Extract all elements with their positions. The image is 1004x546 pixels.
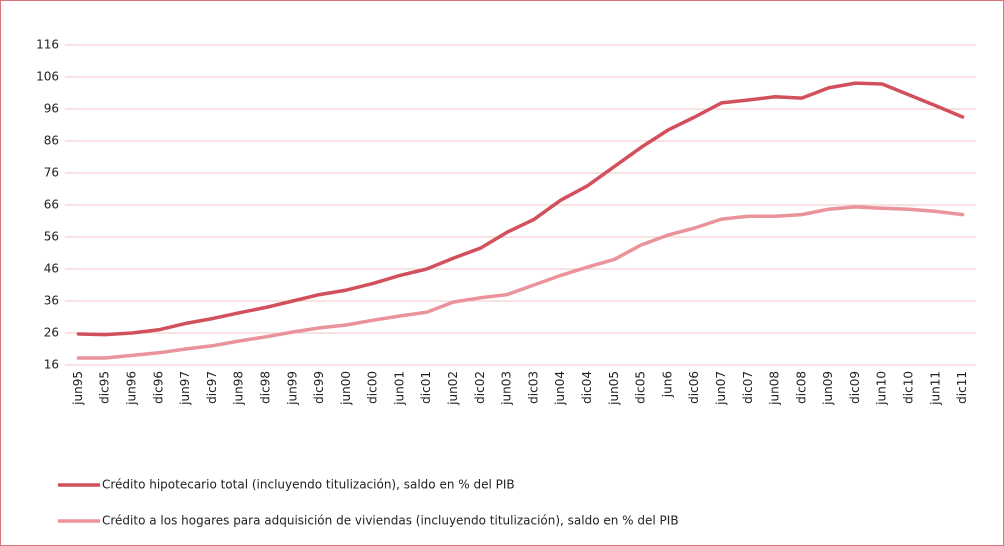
x-tick-label: jun01	[392, 371, 406, 406]
x-tick-label: jun03	[500, 371, 514, 406]
legend-label: Crédito a los hogares para adquisición d…	[102, 514, 679, 528]
x-tick-label: jun05	[607, 371, 621, 406]
x-tick-label: dic07	[741, 371, 755, 404]
series-line	[76, 205, 965, 360]
x-tick-label: jun97	[178, 371, 192, 406]
x-tick-label: dic97	[205, 371, 219, 404]
x-tick-label: jun98	[232, 371, 246, 406]
x-tick-label: dic11	[955, 371, 969, 404]
y-tick-label: 26	[44, 326, 59, 340]
x-tick-label: dic99	[312, 371, 326, 404]
x-tick-label: jun95	[71, 371, 85, 406]
y-tick-label: 76	[44, 166, 59, 180]
y-tick-label: 66	[44, 198, 59, 212]
x-tick-label: dic02	[473, 371, 487, 404]
y-tick-label: 96	[44, 102, 59, 116]
x-tick-label: dic06	[687, 371, 701, 404]
series-line	[76, 81, 965, 337]
x-tick-label: jun11	[928, 371, 942, 406]
y-tick-label: 36	[44, 294, 59, 308]
x-tick-label: dic00	[366, 371, 380, 404]
y-tick-label: 86	[44, 134, 59, 148]
x-tick-label: jun96	[124, 371, 138, 406]
x-tick-label: dic08	[794, 371, 808, 404]
x-tick-label: jun00	[339, 371, 353, 406]
y-tick-label: 116	[36, 38, 59, 52]
x-tick-label: dic01	[419, 371, 433, 404]
y-tick-label: 106	[36, 70, 59, 84]
x-tick-label: dic95	[98, 371, 112, 404]
x-tick-label: jun10	[875, 371, 889, 406]
x-tick-label: jun07	[714, 371, 728, 406]
legend-label: Crédito hipotecario total (incluyendo ti…	[102, 478, 515, 492]
x-tick-label: jun99	[285, 371, 299, 406]
x-tick-label: jun04	[553, 371, 567, 406]
x-tick-label: jun02	[446, 371, 460, 406]
x-tick-label: jun08	[768, 371, 782, 406]
x-tick-label: dic09	[848, 371, 862, 404]
x-tick-label: dic10	[902, 371, 916, 404]
y-tick-label: 56	[44, 230, 59, 244]
x-tick-label: dic05	[634, 371, 648, 404]
y-tick-label: 46	[44, 262, 59, 276]
x-tick-label: dic98	[258, 371, 272, 404]
x-tick-label: dic04	[580, 371, 594, 404]
y-tick-label: 16	[44, 358, 59, 372]
x-tick-label: jun09	[821, 371, 835, 406]
x-tick-label: dic03	[526, 371, 540, 404]
x-tick-label: jun6	[660, 371, 674, 398]
x-tick-label: dic96	[151, 371, 165, 404]
